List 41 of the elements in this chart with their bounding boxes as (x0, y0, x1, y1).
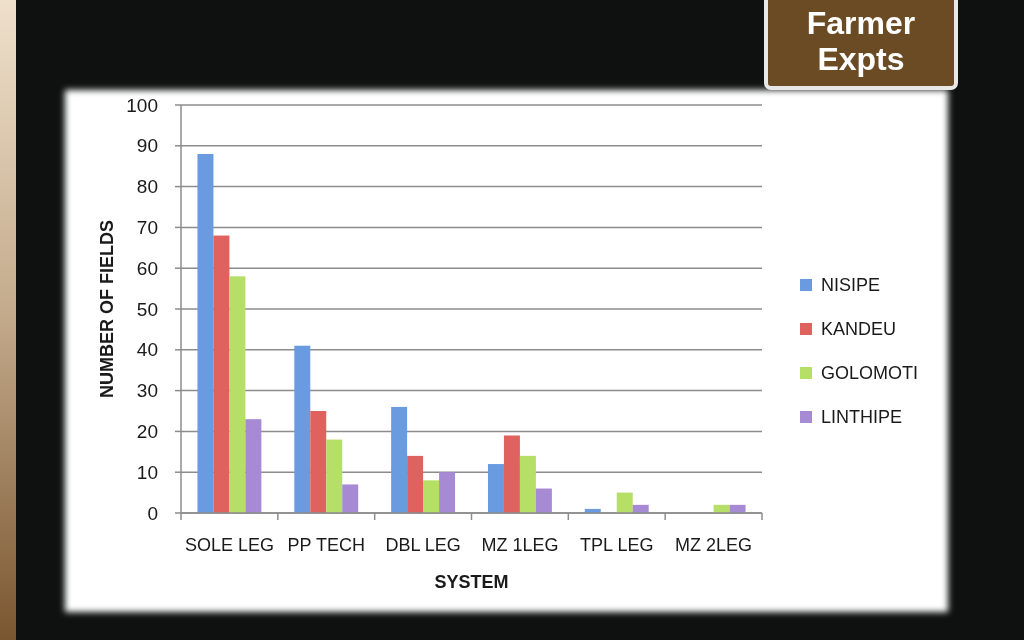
bar (616, 492, 633, 513)
y-tick-label: 0 (147, 502, 158, 524)
y-tick-label: 40 (136, 339, 158, 361)
x-tick-label: MZ 1LEG (481, 535, 559, 555)
y-tick-label: 100 (126, 94, 158, 116)
y-tick-label: 60 (136, 257, 158, 279)
y-tick-label: 80 (136, 176, 158, 198)
y-tick-label: 20 (136, 420, 158, 442)
x-tick-label: TPL LEG (580, 535, 654, 555)
bar (326, 439, 343, 513)
legend-label: KANDEU (821, 319, 897, 339)
legend-label: GOLOMOTI (821, 363, 919, 383)
bar (229, 276, 246, 513)
y-tick-label: 50 (136, 298, 158, 320)
bar (342, 484, 359, 513)
bar (294, 345, 311, 513)
bar (197, 153, 214, 513)
legend-label: LINTHIPE (821, 407, 903, 427)
legend-label: NISIPE (821, 275, 881, 295)
y-tick-label: 10 (136, 461, 158, 483)
y-tick-label: 90 (136, 135, 158, 157)
bar (487, 464, 504, 513)
bar (423, 480, 440, 513)
x-tick-label: MZ 2LEG (675, 535, 753, 555)
text: Farmer Expts (806, 5, 916, 77)
x-axis-title: SYSTEM (434, 572, 509, 592)
y-tick-label: 30 (136, 380, 158, 402)
bar (503, 435, 520, 513)
bar (391, 406, 408, 513)
y-axis-title: NUMBER OF FIELDS (97, 220, 117, 398)
bar (245, 419, 262, 513)
y-tick-label: 70 (136, 216, 158, 238)
bar (439, 472, 456, 513)
bar (310, 411, 327, 513)
bar (407, 455, 424, 513)
bar (213, 235, 230, 513)
bar (535, 488, 552, 513)
x-tick-label: DBL LEG (385, 535, 461, 555)
x-tick-label: SOLE LEG (184, 535, 274, 555)
x-tick-label: PP TECH (287, 535, 365, 555)
bar (519, 455, 536, 513)
